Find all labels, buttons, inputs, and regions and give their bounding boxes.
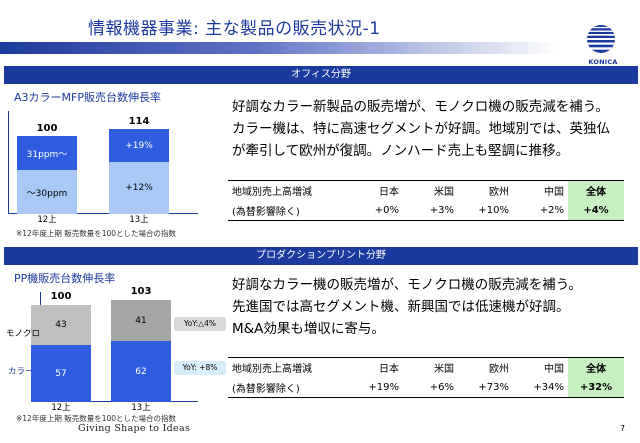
yoy-color-badge: YoY: +8% bbox=[174, 361, 226, 375]
table-cell: +4% bbox=[568, 200, 624, 221]
table-cell: +34% bbox=[513, 377, 568, 398]
table-header-cell: 日本 bbox=[348, 180, 403, 201]
title-rule bbox=[0, 42, 560, 54]
production-body-text: 好調なカラー機の販売増が、モノクロ機の販売減を補う。 先進国では高セグメント機、… bbox=[232, 274, 582, 340]
table-cell: +0% bbox=[348, 200, 403, 221]
table-cell: +32% bbox=[568, 377, 624, 398]
table-header-cell: 中国 bbox=[513, 357, 568, 378]
production-section-bar: プロダクションプリント分野 bbox=[4, 247, 638, 265]
table-header-cell: 全体 bbox=[568, 357, 624, 378]
globe-logo-icon bbox=[587, 25, 615, 53]
office-total-13: 114 bbox=[128, 116, 150, 127]
office-bar-12-high: 31ppm〜 bbox=[17, 136, 77, 170]
page-number: 7 bbox=[620, 424, 626, 433]
table-cell: +19% bbox=[348, 377, 403, 398]
production-chart-title: PP機販売台数伸長率 bbox=[14, 272, 116, 285]
legend-color: カラー bbox=[8, 367, 34, 377]
table-cell: +10% bbox=[458, 200, 513, 221]
page-title: 情報機器事業: 主な製品の販売状況-1 bbox=[88, 19, 381, 39]
office-note: ※12年度上期 販売数量を100とした場合の指数 bbox=[16, 229, 177, 238]
table-row: (為替影響除く) +19% +6% +73% +34% +32% bbox=[228, 377, 624, 398]
table-cell: (為替影響除く) bbox=[228, 200, 348, 221]
office-bar-12-low: 〜30ppm bbox=[17, 170, 77, 214]
pp-bar-13-color-label: 62 bbox=[135, 366, 147, 377]
table-header-cell: 米国 bbox=[403, 180, 458, 201]
legend-mono: モノクロ bbox=[6, 329, 41, 339]
footer-tagline: Giving Shape to Ideas bbox=[78, 423, 191, 434]
table-header-cell: 欧州 bbox=[458, 357, 513, 378]
pp-bar-13-mono-label: 41 bbox=[135, 315, 147, 326]
table-header-cell: 地域別売上高増減 bbox=[228, 357, 348, 378]
pp-bar-13-mono: 41 bbox=[111, 300, 171, 341]
office-chart-frame bbox=[8, 111, 198, 214]
pp-bar-12-color: 57 bbox=[31, 345, 91, 402]
pp-total-12: 100 bbox=[50, 291, 72, 302]
table-header-row: 地域別売上高増減 日本 米国 欧州 中国 全体 bbox=[228, 357, 624, 378]
production-note: ※12年度上期 販売数量を100とした場合の指数 bbox=[16, 414, 177, 423]
office-xlabel-12: 12上 bbox=[37, 215, 57, 225]
pp-xlabel-12: 12上 bbox=[51, 403, 71, 413]
table-header-cell: 中国 bbox=[513, 180, 568, 201]
office-growth-table: 地域別売上高増減 日本 米国 欧州 中国 全体 (為替影響除く) +0% +3%… bbox=[228, 180, 624, 221]
office-bar-12-low-label: 〜30ppm bbox=[26, 188, 68, 199]
table-header-cell: 地域別売上高増減 bbox=[228, 180, 348, 201]
pp-total-13: 103 bbox=[130, 286, 152, 297]
table-header-row: 地域別売上高増減 日本 米国 欧州 中国 全体 bbox=[228, 180, 624, 201]
office-body-line: が牽引して欧州が復調。ノンハード売上も堅調に推移。 bbox=[232, 143, 570, 159]
table-row: (為替影響除く) +0% +3% +10% +2% +4% bbox=[228, 200, 624, 221]
table-cell: (為替影響除く) bbox=[228, 377, 348, 398]
production-growth-table: 地域別売上高増減 日本 米国 欧州 中国 全体 (為替影響除く) +19% +6… bbox=[228, 357, 624, 398]
pp-bar-13-color: 62 bbox=[111, 341, 171, 402]
table-cell: +2% bbox=[513, 200, 568, 221]
table-header-cell: 全体 bbox=[568, 180, 624, 201]
table-header-cell: 日本 bbox=[348, 357, 403, 378]
pp-xlabel-13: 13上 bbox=[131, 403, 151, 413]
office-bar-13-low-label: +12% bbox=[125, 183, 153, 193]
office-bar-12-high-label: 31ppm〜 bbox=[26, 149, 68, 160]
table-cell: +73% bbox=[458, 377, 513, 398]
pp-bar-12-mono-label: 43 bbox=[55, 320, 67, 330]
office-body-line: カラー機は、特に高速セグメントが好調。地域別では、英独仏 bbox=[232, 121, 610, 137]
pp-bar-12-color-label: 57 bbox=[55, 368, 67, 379]
office-section-bar: オフィス分野 bbox=[4, 66, 638, 84]
office-xlabel-13: 13上 bbox=[129, 215, 149, 225]
office-body-line: 好調なカラー新製品の販売増が、モノクロ機の販売減を補う。 bbox=[232, 99, 609, 115]
office-chart-title: A3カラーMFP販売台数伸長率 bbox=[14, 91, 161, 104]
office-bar-13-low: +12% bbox=[109, 162, 169, 214]
yoy-mono-badge: YoY:△4% bbox=[174, 317, 226, 331]
table-header-cell: 米国 bbox=[403, 357, 458, 378]
production-body-line: 好調なカラー機の販売増が、モノクロ機の販売減を補う。 bbox=[232, 277, 582, 293]
table-header-cell: 欧州 bbox=[458, 180, 513, 201]
table-cell: +3% bbox=[403, 200, 458, 221]
office-total-12: 100 bbox=[36, 123, 58, 134]
office-bar-13-high: +19% bbox=[109, 129, 169, 162]
office-body-text: 好調なカラー新製品の販売増が、モノクロ機の販売減を補う。 カラー機は、特に高速セ… bbox=[232, 96, 610, 162]
pp-bar-12-mono: 43 bbox=[31, 305, 91, 345]
production-body-line: 先進国では高セグメント機、新興国では低速機が好調。 bbox=[232, 299, 570, 315]
table-cell: +6% bbox=[403, 377, 458, 398]
office-bar-13-high-label: +19% bbox=[125, 140, 153, 151]
production-body-line: M&A効果も増収に寄与。 bbox=[232, 321, 385, 337]
